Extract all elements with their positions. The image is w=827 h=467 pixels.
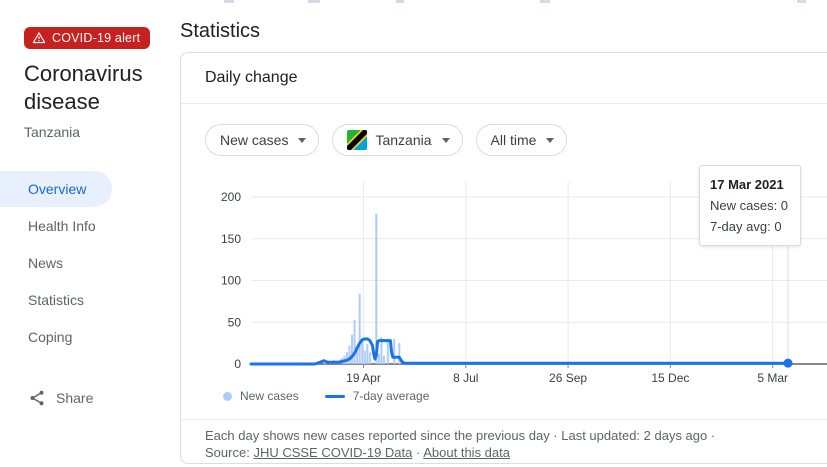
section-heading: Statistics <box>180 20 261 42</box>
new-cases-bar <box>380 337 383 364</box>
y-axis-label: 0 <box>234 357 241 371</box>
legend-label: New cases <box>240 389 299 403</box>
card-footer: Each day shows new cases reported since … <box>205 427 805 461</box>
seven-day-average-line <box>249 337 790 366</box>
new-cases-bar <box>351 334 354 364</box>
separator-dot: · <box>416 445 421 460</box>
tooltip-date: 17 Mar 2021 <box>710 177 784 192</box>
cropped-content-fragment <box>308 0 320 3</box>
new-cases-bar <box>368 352 371 364</box>
new-cases-bar <box>366 343 369 364</box>
x-axis-label: 19 Apr <box>346 371 381 385</box>
country-dropdown-value: Tanzania <box>375 132 432 148</box>
x-axis-label: 8 Jul <box>453 371 478 385</box>
x-axis-label: 5 Mar <box>757 371 788 385</box>
y-axis-label: 200 <box>221 190 241 204</box>
new-cases-bar <box>393 338 396 364</box>
cropped-content-fragment <box>540 0 550 3</box>
new-cases-bar <box>361 339 364 364</box>
daily-change-card: Daily change New cases Tanzania All time <box>180 52 827 464</box>
new-cases-dot-icon <box>223 391 232 401</box>
legend-item-7-day-average: 7-day average <box>324 389 430 403</box>
x-axis-label: 15 Dec <box>651 371 689 385</box>
new-cases-bar <box>345 352 348 364</box>
time-range-dropdown[interactable]: All time <box>475 124 568 156</box>
new-cases-bar <box>356 347 359 364</box>
sidebar-item-label: Coping <box>28 329 73 345</box>
metric-dropdown[interactable]: New cases <box>205 124 320 156</box>
new-cases-bar <box>386 340 389 364</box>
tooltip-avg: 7-day avg: 0 <box>710 219 782 234</box>
source-label: Source: <box>205 445 250 460</box>
alert-badge-label: COVID-19 alert <box>52 31 141 45</box>
card-title: Daily change <box>205 69 298 86</box>
seven-day-line-icon <box>324 394 345 398</box>
new-cases-bar <box>377 353 380 364</box>
new-cases-bar <box>353 319 356 364</box>
footer-divider <box>181 419 827 420</box>
sidebar-item-coping[interactable]: Coping <box>0 319 170 355</box>
daily-change-chart[interactable]: 0 50 100 150 200 19 Apr 8 Jul 26 Sep 15 Dec 5 Mar <box>181 53 827 465</box>
tanzania-flag-icon <box>347 130 368 150</box>
sidebar-item-label: Statistics <box>28 292 85 308</box>
new-cases-bar <box>382 355 385 364</box>
y-axis-label: 50 <box>228 315 242 329</box>
region-label: Tanzania <box>24 124 81 140</box>
new-cases-bar <box>343 355 346 364</box>
new-cases-bar <box>340 358 343 364</box>
share-button[interactable]: Share <box>28 389 93 407</box>
legend-item-new-cases: New cases <box>223 389 299 403</box>
tooltip-new-cases: New cases: 0 <box>710 198 789 213</box>
warning-triangle-icon <box>32 32 46 44</box>
new-cases-bar <box>324 362 327 364</box>
new-cases-bar <box>375 213 378 364</box>
footnote-line: Each day shows new cases reported since … <box>205 428 716 443</box>
card-header: Daily change <box>181 53 827 104</box>
new-cases-bar <box>348 345 351 364</box>
sidebar-item-statistics[interactable]: Statistics <box>0 282 170 318</box>
country-dropdown[interactable]: Tanzania <box>332 124 463 156</box>
new-cases-bar <box>333 359 336 364</box>
chevron-down-icon <box>546 137 555 143</box>
new-cases-bar <box>336 360 339 364</box>
new-cases-bar <box>358 293 361 364</box>
new-cases-bar <box>329 361 332 364</box>
legend-label: 7-day average <box>352 389 430 403</box>
share-icon <box>30 390 44 406</box>
x-axis-label: 26 Sep <box>549 371 587 385</box>
chart-legend: New cases 7-day average <box>223 389 429 403</box>
sidebar-item-overview[interactable]: Overview <box>0 171 112 207</box>
chevron-down-icon <box>298 137 307 143</box>
chevron-down-icon <box>441 137 450 143</box>
y-axis-label: 150 <box>221 232 241 246</box>
cropped-content-fragment <box>396 0 404 3</box>
cropped-content-fragment <box>224 0 234 3</box>
time-range-dropdown-value: All time <box>490 132 537 148</box>
chart-end-dot[interactable] <box>783 358 793 368</box>
y-axis-label: 100 <box>221 274 241 288</box>
page-title: Coronavirus disease <box>24 61 143 114</box>
cropped-content-fragment <box>797 0 806 3</box>
sidebar-nav: Overview Health Info News Statistics Cop… <box>0 171 170 356</box>
sidebar-item-news[interactable]: News <box>0 245 170 281</box>
metric-dropdown-value: New cases <box>220 132 289 148</box>
chart-filters: New cases Tanzania All time <box>205 124 568 156</box>
sidebar-item-label: Health Info <box>28 218 96 234</box>
new-cases-bar <box>398 343 401 364</box>
sidebar-item-health-info[interactable]: Health Info <box>0 208 170 244</box>
about-data-link[interactable]: About this data <box>423 445 510 460</box>
source-link[interactable]: JHU CSSE COVID-19 Data <box>253 445 413 460</box>
chart-tooltip: 17 Mar 2021 New cases: 0 7-day avg: 0 <box>699 165 801 246</box>
sidebar-item-label: Overview <box>28 181 87 197</box>
sidebar-item-label: News <box>28 255 64 271</box>
new-cases-bar <box>363 350 366 364</box>
covid-alert-badge: COVID-19 alert <box>24 27 151 49</box>
share-label: Share <box>56 390 94 406</box>
new-cases-bar <box>319 361 322 364</box>
